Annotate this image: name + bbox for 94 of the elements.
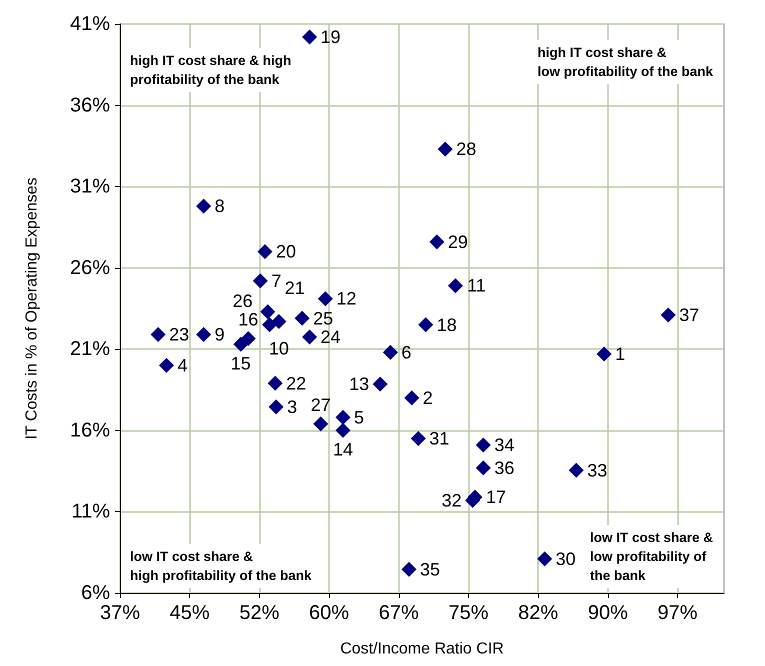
text: 4 — [177, 355, 188, 376]
x-tick-label: 60% — [309, 602, 350, 624]
x-axis-title: Cost/Income Ratio CIR — [340, 640, 504, 658]
y-tick-label: 36% — [70, 94, 110, 116]
text: 8 — [214, 196, 225, 216]
text: 16 — [238, 310, 258, 330]
text: 20 — [276, 242, 296, 262]
text: 6 — [401, 342, 412, 362]
annotation: low IT cost share & high profitability of the bank — [130, 549, 312, 583]
x-tick-label: 82% — [518, 602, 558, 624]
text: 34 — [494, 435, 514, 456]
y-tick-label: 11% — [71, 500, 110, 523]
text: 11 — [467, 276, 486, 296]
point — [302, 329, 318, 344]
point — [476, 460, 491, 476]
point — [268, 376, 283, 391]
text: 17 — [486, 487, 506, 508]
point — [260, 304, 276, 320]
point — [429, 234, 444, 250]
text: 12 — [336, 288, 356, 309]
point — [302, 30, 318, 45]
point — [150, 327, 166, 342]
text: 5 — [354, 407, 364, 428]
point — [336, 410, 351, 425]
point — [660, 308, 676, 323]
y-tick-label: 21% — [70, 338, 110, 360]
point — [438, 142, 453, 157]
point — [404, 390, 420, 406]
point — [410, 431, 426, 446]
text: 22 — [286, 373, 306, 394]
y-tick-label: 31% — [70, 176, 110, 198]
text: 35 — [420, 559, 440, 580]
point — [401, 562, 416, 577]
x-tick-label: 67% — [378, 602, 419, 624]
text: 3 — [287, 396, 298, 417]
y-axis-title: IT Costs in % of Operating Expenses — [24, 177, 40, 440]
point — [568, 462, 584, 478]
text: 36 — [494, 458, 514, 478]
y-tick-label: 26% — [70, 256, 110, 279]
text: 23 — [169, 324, 190, 345]
point — [196, 327, 212, 342]
text: 7 — [271, 270, 282, 291]
text: 31 — [429, 428, 450, 449]
point — [262, 317, 278, 332]
x-tick-label: 90% — [588, 602, 628, 624]
point — [336, 422, 351, 438]
y-tick-label: 6% — [81, 582, 110, 604]
text: 33 — [587, 460, 608, 480]
text: 9 — [214, 324, 225, 345]
point — [418, 317, 434, 332]
text: 1 — [615, 344, 626, 364]
text: 21 — [284, 278, 305, 298]
text: 25 — [313, 308, 334, 328]
text: 2 — [422, 388, 433, 408]
text: 10 — [268, 338, 289, 359]
annotation: high IT cost share & high profitability of the bank — [130, 53, 292, 87]
x-tick-label: 97% — [658, 602, 698, 624]
point — [448, 278, 463, 294]
point — [318, 291, 333, 306]
point — [268, 399, 284, 414]
text: 15 — [230, 353, 251, 374]
text: 19 — [320, 27, 341, 48]
x-tick-label: 37% — [100, 602, 140, 624]
text: 37 — [679, 305, 700, 326]
text: 28 — [456, 139, 476, 160]
point — [158, 358, 174, 373]
y-tick-label: 16% — [70, 419, 110, 442]
point — [596, 346, 612, 362]
x-tick-label: 52% — [239, 602, 280, 624]
point — [537, 551, 552, 566]
text: 29 — [448, 232, 468, 252]
text: 30 — [556, 548, 576, 569]
text: 26 — [232, 290, 253, 311]
annotation: high IT cost share & low profitability of the bank — [538, 45, 714, 79]
text: 14 — [333, 439, 354, 460]
point — [382, 344, 398, 360]
text: 13 — [349, 374, 370, 394]
point — [294, 310, 310, 326]
point — [196, 198, 212, 214]
text: 27 — [310, 394, 331, 415]
y-tick-label: 41% — [70, 13, 110, 35]
point — [372, 376, 388, 392]
text: 24 — [320, 326, 341, 347]
point — [240, 331, 256, 346]
point — [257, 244, 272, 260]
x-tick-label: 75% — [448, 602, 489, 624]
x-tick-label: 45% — [170, 602, 210, 624]
annotation: low IT cost share & low profitability of the bank — [590, 530, 714, 583]
text: 18 — [436, 314, 457, 335]
point — [476, 438, 491, 453]
point — [271, 314, 286, 330]
point — [252, 273, 268, 288]
text: 32 — [442, 490, 462, 510]
point — [313, 416, 328, 432]
